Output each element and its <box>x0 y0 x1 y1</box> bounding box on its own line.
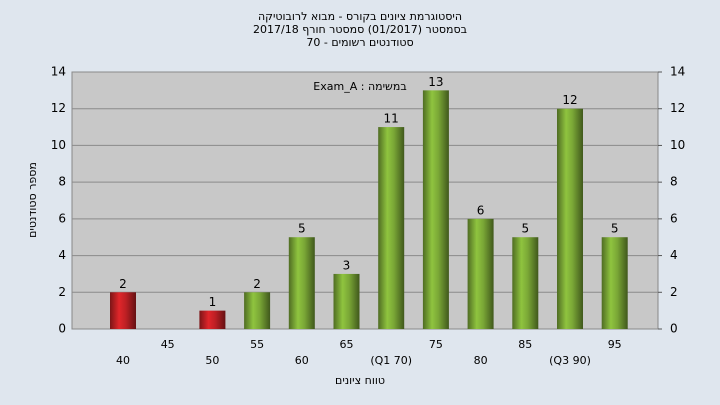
bar <box>467 218 494 329</box>
x-axis-label: טווח ציונים <box>335 374 385 387</box>
y-tick-label: 2 <box>58 285 66 299</box>
value-label: 2 <box>119 277 127 291</box>
x-tick-label: 65 <box>340 338 354 351</box>
y2-tick-label: 6 <box>670 211 678 225</box>
value-label: 13 <box>428 75 443 89</box>
chart-subtitle: בסמסטר (01/2017) סמסטר חורף 2017/18 <box>253 23 467 36</box>
y2-tick-label: 12 <box>670 101 685 115</box>
x-tick-label: 80 <box>474 354 488 367</box>
bar <box>110 292 136 329</box>
value-label: 1 <box>209 295 217 309</box>
y-tick-label: 4 <box>58 248 66 262</box>
x-tick-label: 45 <box>161 338 175 351</box>
annotation: Exam_A : במשימה <box>313 80 406 93</box>
y2-tick-label: 10 <box>670 138 685 152</box>
value-label: 5 <box>298 222 306 236</box>
x-tick-label: 40 <box>116 354 130 367</box>
bar <box>422 90 449 329</box>
y-tick-label: 12 <box>51 101 66 115</box>
value-label: 2 <box>253 277 261 291</box>
x-tick-label: 60 <box>295 354 309 367</box>
chart-title: היסטוגרמת ציונים בקורס - מבוא לרובוטיקה <box>258 10 462 23</box>
bar <box>512 237 539 329</box>
x-tick-label: (Q3 90) <box>549 354 591 367</box>
bar <box>244 292 271 329</box>
y2-tick-label: 4 <box>670 248 678 262</box>
chart-subtitle: סטודנטים רשומים - 70 <box>306 36 413 49</box>
value-label: 3 <box>343 258 351 272</box>
y2-tick-label: 0 <box>670 322 678 336</box>
x-tick-label: (Q1 70) <box>370 354 412 367</box>
value-label: 12 <box>562 93 577 107</box>
x-tick-label: 85 <box>518 338 532 351</box>
y2-tick-label: 8 <box>670 175 678 189</box>
bar <box>378 127 405 329</box>
value-label: 5 <box>521 222 529 236</box>
value-label: 11 <box>384 112 399 126</box>
y2-tick-label: 2 <box>670 285 678 299</box>
x-tick-label: 75 <box>429 338 443 351</box>
x-tick-label: 95 <box>608 338 622 351</box>
y-tick-label: 0 <box>58 322 66 336</box>
y2-tick-label: 14 <box>670 65 685 79</box>
x-tick-label: 55 <box>250 338 264 351</box>
value-label: 5 <box>611 222 619 236</box>
y-tick-label: 10 <box>51 138 66 152</box>
y-tick-label: 14 <box>51 65 66 79</box>
y-axis-label: מספר סטודנטים <box>26 162 39 238</box>
x-tick-label: 50 <box>205 354 219 367</box>
bar <box>601 237 628 329</box>
value-label: 6 <box>477 203 485 217</box>
y-tick-label: 6 <box>58 211 66 225</box>
bar <box>199 310 226 329</box>
bar <box>288 237 315 329</box>
bar <box>333 273 360 329</box>
bar <box>557 108 583 329</box>
y-tick-label: 8 <box>58 175 66 189</box>
